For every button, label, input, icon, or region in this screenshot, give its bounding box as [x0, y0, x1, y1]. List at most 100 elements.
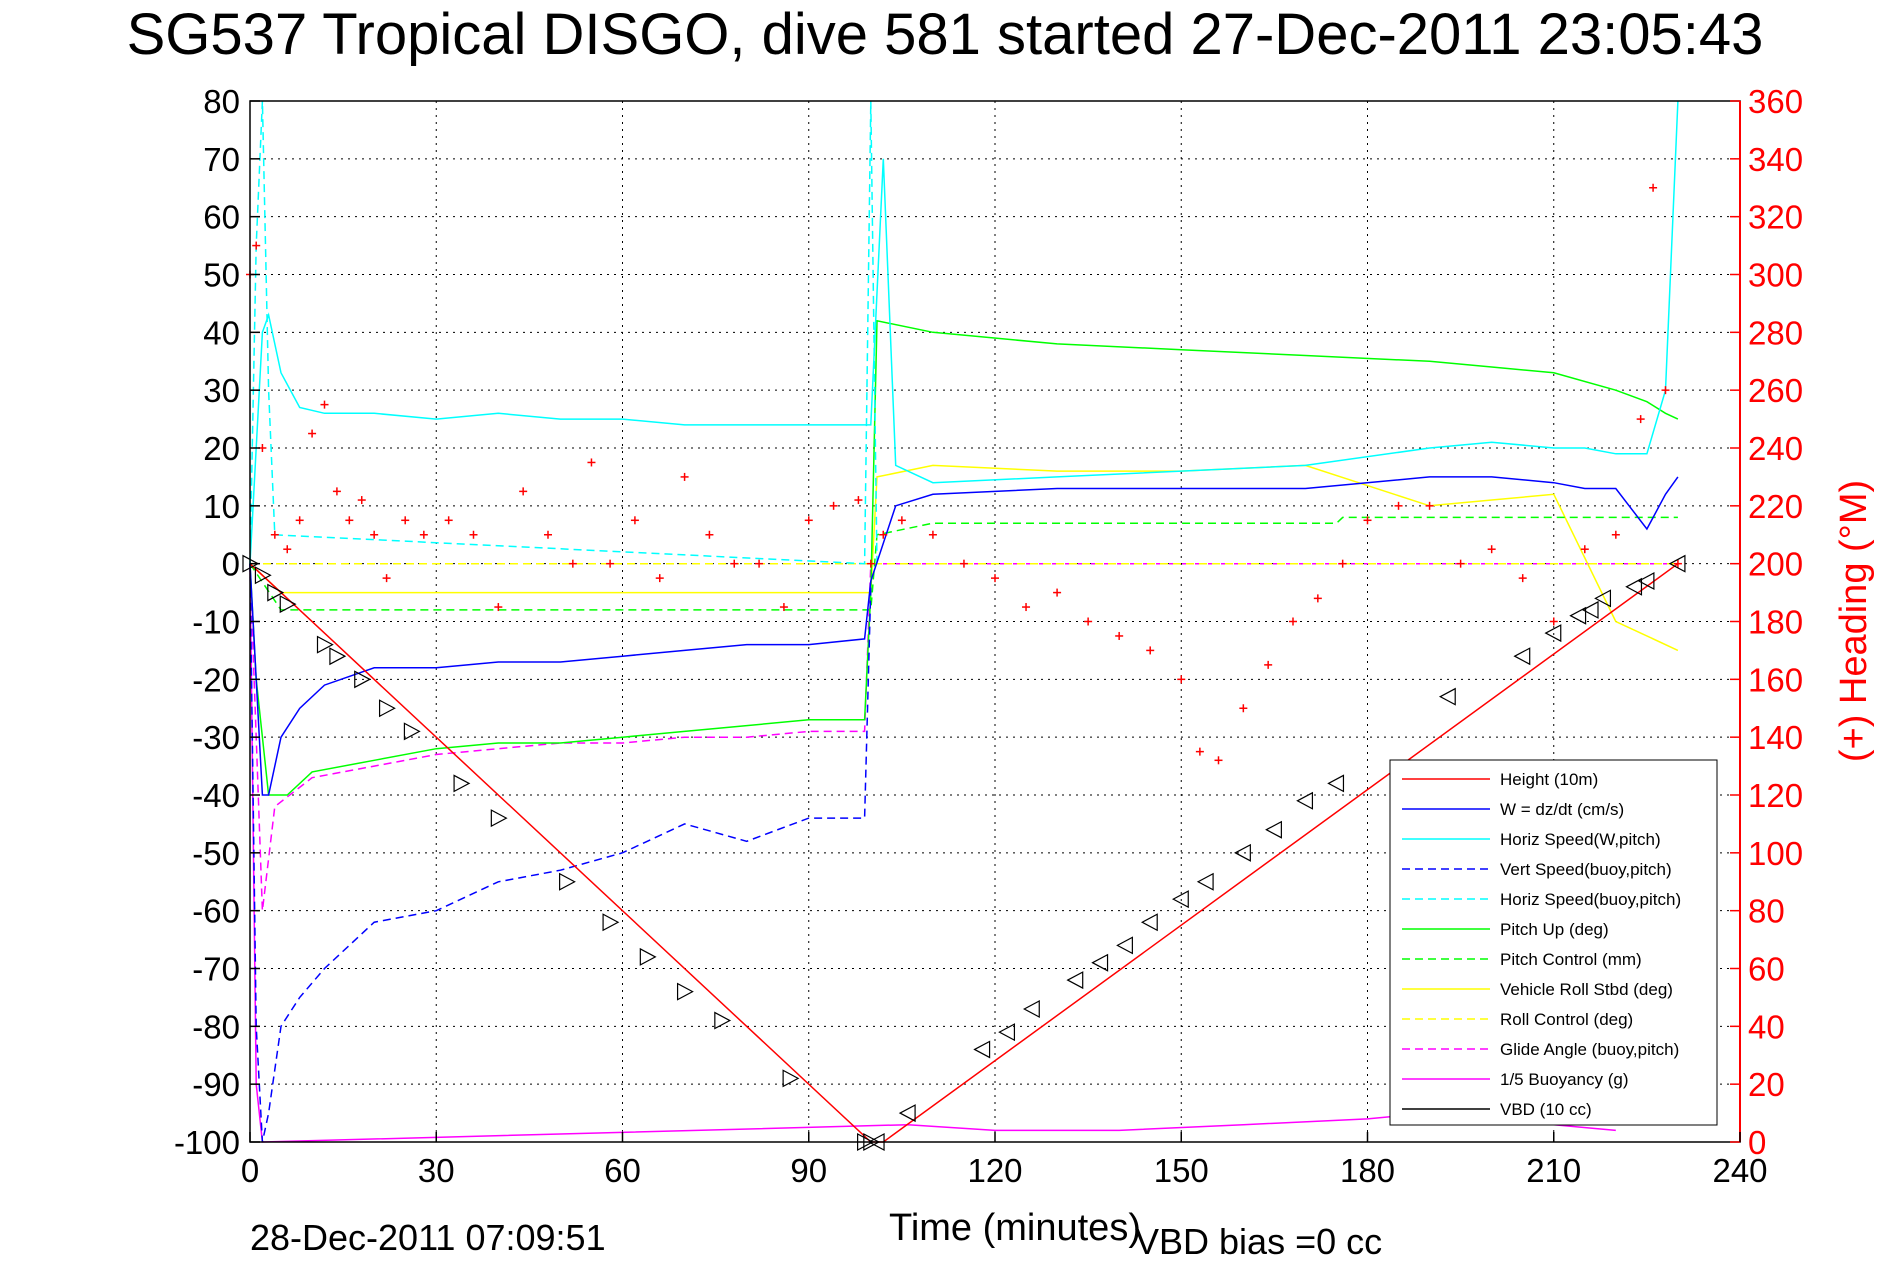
legend-box: [1389, 759, 1718, 1126]
legend-label: 1/5 Buoyancy (g): [1500, 1070, 1629, 1089]
height-marker: [1594, 589, 1612, 608]
heading-point: [1146, 646, 1155, 655]
heading-point: [308, 429, 317, 438]
heading-point: [419, 530, 428, 539]
heading-point: [1214, 756, 1223, 765]
height-marker: [1625, 577, 1643, 596]
series-line: [249, 100, 878, 565]
left-tick-label: 80: [203, 83, 240, 120]
left-tick-label: -70: [192, 951, 240, 988]
height-marker: [329, 647, 347, 666]
height-marker: [1668, 554, 1686, 573]
series-line: [249, 319, 1679, 796]
series-line: [249, 464, 1679, 652]
heading-point: [705, 530, 714, 539]
right-tick-label: 260: [1748, 372, 1803, 409]
heading-point: [283, 545, 292, 554]
right-tick-label: 220: [1748, 488, 1803, 525]
x-axis-label: Time (minutes): [889, 1207, 1141, 1249]
end-time-label: 28-Dec-2011 07:09:51: [250, 1217, 606, 1258]
left-tick-label: -100: [174, 1124, 240, 1161]
height-marker: [973, 1040, 991, 1059]
heading-point: [1636, 415, 1645, 424]
heading-point: [730, 559, 739, 568]
x-tick-label: 0: [241, 1152, 259, 1189]
height-marker: [1234, 843, 1251, 862]
legend-entry: Vert Speed(buoy,pitch): [1402, 860, 1672, 879]
heading-point: [755, 559, 764, 568]
heading-point: [1611, 530, 1620, 539]
right-tick-label: 180: [1748, 604, 1803, 641]
heading-point: [568, 559, 577, 568]
heading-point: [1195, 747, 1204, 756]
left-axis-ticks: 80 70 60 50 40 30 20 10 0 -10 -20 -30 -40 -50 -60 -70 -8…: [174, 83, 260, 1161]
height-marker: [559, 872, 576, 891]
left-tick-label: -40: [192, 777, 240, 814]
left-tick-label: -90: [192, 1066, 240, 1103]
height-marker: [998, 1023, 1016, 1042]
heading-point: [1425, 501, 1434, 510]
heading-point: [804, 516, 813, 525]
heading-point: [1518, 574, 1527, 583]
heading-point: [587, 458, 596, 467]
right-tick-label: 60: [1748, 951, 1785, 988]
height-marker: [602, 913, 620, 932]
heading-point: [897, 516, 906, 525]
heading-point: [469, 530, 478, 539]
heading-point: [370, 530, 379, 539]
chart-title: SG537 Tropical DISGO, dive 581 started 2…: [127, 2, 1764, 67]
heading-point: [332, 487, 341, 496]
left-tick-label: -60: [192, 893, 240, 930]
legend-entry: Horiz Speed(W,pitch): [1402, 830, 1661, 849]
heading-point: [1084, 617, 1093, 626]
left-tick-label: 50: [203, 257, 240, 294]
heading-point: [357, 496, 366, 505]
right-axis-label: (+) Heading (°M): [1833, 480, 1875, 762]
height-marker: [1438, 687, 1456, 706]
left-tick-label: 30: [203, 372, 240, 409]
right-tick-label: 340: [1748, 141, 1803, 178]
heading-point: [655, 574, 664, 583]
heading-point: [252, 241, 261, 250]
heading-point: [345, 516, 354, 525]
legend-entry: Vehicle Roll Stbd (deg): [1402, 980, 1673, 999]
left-tick-label: 10: [203, 488, 240, 525]
height-marker: [453, 774, 471, 793]
legend: Height (10m) W = dz/dt (cm/s) Horiz Speed(…: [1389, 759, 1718, 1126]
height-marker: [1091, 953, 1109, 972]
heading-point: [1673, 559, 1682, 568]
right-tick-label: 40: [1748, 1008, 1785, 1045]
heading-point: [1022, 603, 1031, 612]
heading-point: [1580, 545, 1589, 554]
heading-point: [1649, 183, 1658, 192]
left-tick-label: 0: [222, 546, 240, 583]
left-tick-label: -20: [192, 661, 240, 698]
right-tick-label: 240: [1748, 430, 1803, 467]
right-tick-label: 0: [1748, 1124, 1766, 1161]
heading-point: [401, 516, 410, 525]
series-line: [249, 563, 872, 1143]
heading-point: [270, 530, 279, 539]
height-marker: [490, 809, 508, 828]
height-marker: [1327, 774, 1345, 793]
heading-point: [1289, 617, 1297, 626]
height-marker: [267, 583, 285, 602]
right-axis-ticks: 3603403203002802602402202001801601401201…: [1730, 83, 1803, 1161]
heading-point: [1456, 559, 1465, 568]
x-tick-label: 120: [967, 1152, 1022, 1189]
x-tick-label: 150: [1154, 1152, 1209, 1189]
heading-point: [1363, 516, 1372, 525]
left-tick-label: 20: [203, 430, 240, 467]
legend-label: Glide Angle (buoy,pitch): [1500, 1040, 1679, 1059]
series-line: [249, 476, 1679, 796]
legend-entry: Pitch Control (mm): [1402, 950, 1642, 969]
left-tick-label: -10: [192, 604, 240, 641]
heading-point: [382, 574, 391, 583]
heading-point: [928, 530, 937, 539]
legend-entry: 1/5 Buoyancy (g): [1402, 1070, 1629, 1089]
x-tick-label: 240: [1712, 1152, 1767, 1189]
height-marker: [279, 595, 297, 614]
heading-point: [959, 559, 968, 568]
legend-entry: Pitch Up (deg): [1402, 920, 1609, 939]
heading-point: [544, 530, 552, 539]
